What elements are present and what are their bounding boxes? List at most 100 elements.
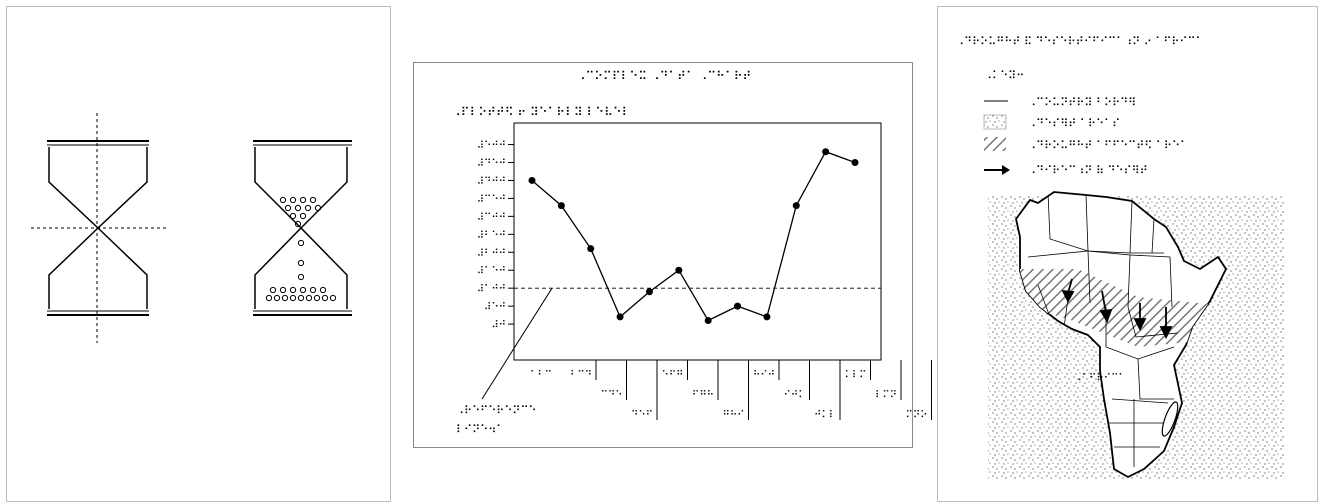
sand-grain [297, 239, 305, 247]
data-point [792, 202, 800, 210]
data-point [528, 176, 536, 184]
sand-grain [309, 196, 317, 204]
x-tick-label: ⠋⠛⠓ [692, 390, 714, 401]
sand-grain [289, 212, 297, 220]
legend-item-border: ⠠⠉⠕⠥⠝⠞⠗⠽ ⠃⠕⠗⠙⠻ [984, 96, 1136, 109]
sand-grain [305, 294, 313, 302]
data-point [734, 302, 742, 310]
hourglass-panel [6, 6, 391, 502]
reference-label-line1: ⠠⠗⠑⠋⠑⠗⠑⠝⠉⠑ [456, 404, 537, 417]
x-tick-label: ⠑⠋⠛ [662, 370, 684, 381]
sand-grain [279, 286, 287, 294]
sand-grain [313, 294, 321, 302]
africa-label: ⠠⠁⠋⠗⠊⠉⠁ [1074, 373, 1125, 384]
data-point [763, 313, 771, 321]
sand-grain [289, 196, 297, 204]
x-tick-label: ⠓⠊⠚ [753, 370, 775, 381]
y-tick-label: ⠼⠁⠚⠚ [477, 284, 506, 295]
x-axis: ⠃⠉⠙ ⠉⠙⠑ ⠙⠑⠋ ⠑⠋⠛ ⠋⠛⠓ ⠛⠓⠊ ⠓⠊⠚ ⠊⠚⠅ ⠚⠅⠇ ⠅⠇⠍ ⠇⠍⠝ ⠍⠝⠕ ⠁⠃⠉ [530, 360, 932, 421]
sand-grain [297, 273, 305, 281]
map-legend: ⠠⠉⠕⠥⠝⠞⠗⠽ ⠃⠕⠗⠙⠻ ⠠⠙⠑⠎⠻⠞ ⠁⠗⠑⠁⠎ ⠠⠙⠗⠕⠥⠛⠓⠞ ⠁⠋⠋… [983, 96, 1188, 177]
sand-grain [297, 294, 305, 302]
map-panel: ⠠⠙⠗⠕⠥⠛⠓⠞ ⠯ ⠙⠑⠎⠑⠗⠞⠊⠋⠊⠉⠁⠰⠝ ⠔ ⠁⠋⠗⠊⠉⠁ ⠠⠅⠑⠽⠒ … [937, 6, 1318, 502]
x-tick-label: ⠍⠝⠕ [906, 410, 928, 421]
data-point [616, 313, 624, 321]
sand-grain [319, 286, 327, 294]
y-tick-label: ⠼⠃⠚⠚ [477, 248, 506, 259]
y-tick-label: ⠼⠑⠚ [484, 302, 506, 313]
y-tick-label: ⠼⠚ [491, 320, 506, 331]
data-series-line [531, 150, 856, 322]
sand-grain [309, 286, 317, 294]
y-axis: ⠼⠚ ⠼⠑⠚ ⠼⠁⠚⠚ ⠼⠁⠑⠚ ⠼⠃⠚⠚ ⠼⠃⠑⠚ ⠼⠉⠚⠚ ⠼⠉⠑⠚ ⠼⠙⠚⠚ ⠼⠙⠑⠚ ⠼⠑⠚… [477, 141, 514, 331]
chart-subtitle: ⠠⠏⠇⠕⠞⠞⠫ ⠖ ⠽⠑⠁⠗⠇⠽ ⠇⠑⠧⠑⠇ [452, 105, 630, 119]
empty-hourglass [31, 113, 167, 343]
sand-grain [299, 196, 307, 204]
country-borders [1027, 192, 1179, 467]
sand-grain [281, 294, 289, 302]
chart-title: ⠠⠉⠕⠍⠏⠇⠑⠭ ⠠⠙⠁⠞⠁ ⠠⠉⠓⠁⠗⠞ [577, 69, 752, 83]
legend-label-drought: ⠠⠙⠗⠕⠥⠛⠓⠞ ⠁⠋⠋⠑⠉⠞⠫ ⠁⠗⠑⠁ [1028, 139, 1188, 152]
stipple-swatch-icon [983, 114, 1007, 130]
x-tick-label: ⠉⠙⠑ [601, 390, 623, 401]
plot-frame [513, 122, 882, 361]
y-tick-label: ⠼⠃⠑⠚ [477, 230, 506, 241]
reference-pointer-line [481, 287, 553, 400]
line-chart: ⠠⠉⠕⠍⠏⠇⠑⠭ ⠠⠙⠁⠞⠁ ⠠⠉⠓⠁⠗⠞ ⠠⠏⠇⠕⠞⠞⠫ ⠖ ⠽⠑⠁⠗⠇⠽ ⠇… [452, 69, 932, 436]
sand-grain [289, 286, 297, 294]
sand-grain [269, 286, 277, 294]
data-point [557, 202, 565, 210]
drought-hatched-area [1016, 269, 1226, 347]
chart-panel: ⠠⠉⠕⠍⠏⠇⠑⠭ ⠠⠙⠁⠞⠁ ⠠⠉⠓⠁⠗⠞ ⠠⠏⠇⠕⠞⠞⠫ ⠖ ⠽⠑⠁⠗⠇⠽ ⠇… [413, 62, 932, 448]
y-tick-label: ⠼⠑⠚⠚ [477, 141, 506, 152]
sand-grain [265, 294, 273, 302]
map-figure: ⠠⠙⠗⠕⠥⠛⠓⠞ ⠯ ⠙⠑⠎⠑⠗⠞⠊⠋⠊⠉⠁⠰⠝ ⠔ ⠁⠋⠗⠊⠉⠁ ⠠⠅⠑⠽⠒ … [956, 35, 1284, 480]
hourglass-diagrams [31, 113, 352, 343]
x-tick-label: ⠚⠅⠇ [814, 410, 836, 421]
y-tick-label: ⠼⠙⠚⠚ [477, 176, 506, 187]
sand-grain [314, 204, 322, 212]
data-point [704, 317, 712, 324]
data-point [645, 288, 653, 296]
data-point [822, 148, 830, 156]
legend-label-desert: ⠠⠙⠑⠎⠻⠞ ⠁⠗⠑⠁⠎ [1028, 117, 1120, 130]
legend-item-desert: ⠠⠙⠑⠎⠻⠞ ⠁⠗⠑⠁⠎ [983, 114, 1120, 130]
sand-grain [289, 294, 297, 302]
sand-grain [299, 212, 307, 220]
x-tick-label: ⠅⠇⠍ [845, 370, 867, 381]
legend-item-drought: ⠠⠙⠗⠕⠥⠛⠓⠞ ⠁⠋⠋⠑⠉⠞⠫ ⠁⠗⠑⠁ [984, 137, 1188, 152]
y-tick-label: ⠼⠉⠑⠚ [477, 194, 506, 205]
sand-grain [321, 294, 329, 302]
desert-direction-arrows [1061, 278, 1173, 340]
sand-grain [294, 220, 302, 228]
x-tick-label: ⠊⠚⠅ [784, 390, 806, 401]
x-tick-label: ⠛⠓⠊ [723, 410, 745, 421]
sand-grain [294, 204, 302, 212]
madagascar-outline [1161, 401, 1179, 437]
data-point [587, 245, 595, 253]
y-tick-label: ⠼⠙⠑⠚ [477, 159, 506, 170]
sand-grains [265, 196, 337, 302]
x-tick-label: ⠃⠉⠙ [570, 370, 592, 381]
y-tick-label: ⠼⠉⠚⠚ [477, 212, 506, 223]
x-tick-label: ⠁⠃⠉ [530, 370, 552, 381]
y-tick-label: ⠼⠁⠑⠚ [477, 266, 506, 277]
data-point [851, 159, 859, 166]
map-title: ⠠⠙⠗⠕⠥⠛⠓⠞ ⠯ ⠙⠑⠎⠑⠗⠞⠊⠋⠊⠉⠁⠰⠝ ⠔ ⠁⠋⠗⠊⠉⠁ [956, 35, 1204, 48]
legend-title: ⠠⠅⠑⠽⠒ [984, 69, 1024, 82]
reference-label-line2: ⠇⠊⠝⠑⠲⠁ [456, 423, 504, 436]
legend-label-border: ⠠⠉⠕⠥⠝⠞⠗⠽ ⠃⠕⠗⠙⠻ [1028, 96, 1136, 109]
africa-map: ⠠⠁⠋⠗⠊⠉⠁ [988, 191, 1284, 480]
sand-grain [297, 259, 305, 267]
data-points [528, 148, 859, 324]
sand-hourglass [253, 140, 352, 316]
x-tick-label: ⠇⠍⠝ [875, 390, 897, 401]
x-tick-label: ⠙⠑⠋ [631, 410, 653, 421]
legend-item-direction: ⠠⠙⠊⠗⠑⠉⠰⠝ ⠷ ⠙⠑⠎⠻⠞ [984, 164, 1148, 177]
legend-label-direction: ⠠⠙⠊⠗⠑⠉⠰⠝ ⠷ ⠙⠑⠎⠻⠞ [1028, 164, 1148, 177]
hatch-swatch-icon [984, 137, 1006, 151]
sand-grain [329, 294, 337, 302]
sand-grain [273, 294, 281, 302]
sand-grain [284, 204, 292, 212]
sand-grain [304, 204, 312, 212]
